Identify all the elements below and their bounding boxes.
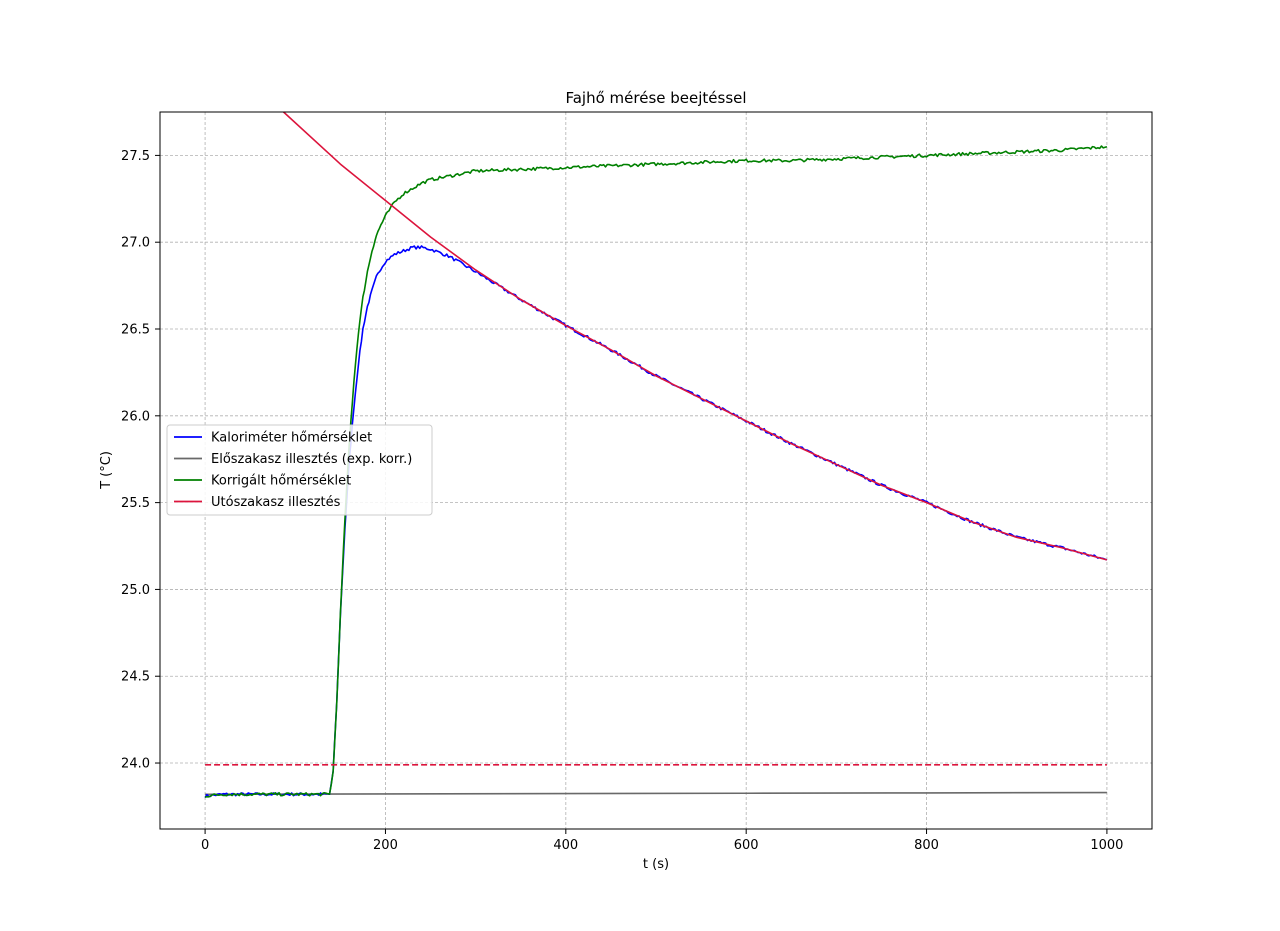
x-tick-label: 800 (914, 838, 939, 853)
legend-label: Kaloriméter hőmérséklet (211, 431, 372, 446)
legend-label: Korrigált hőmérséklet (211, 474, 351, 489)
chart-title: Fajhő mérése beejtéssel (565, 89, 746, 107)
x-tick-label: 600 (734, 838, 759, 853)
y-tick-label: 26.5 (121, 323, 150, 338)
series-line-1 (205, 793, 1107, 795)
y-tick-label: 24.5 (121, 670, 150, 685)
x-axis-ticks: 0 200 400 600 800 1000 (201, 829, 1124, 853)
legend-label: Előszakasz illesztés (exp. korr.) (211, 452, 412, 467)
y-tick-label: 25.5 (121, 496, 150, 511)
y-axis-label: T (°C) (99, 451, 114, 490)
y-tick-label: 26.0 (121, 409, 150, 424)
y-tick-label: 27.0 (121, 236, 150, 251)
x-tick-label: 0 (201, 838, 209, 853)
x-tick-label: 400 (553, 838, 578, 853)
y-tick-label: 27.5 (121, 149, 150, 164)
x-axis-label: t (s) (643, 857, 669, 872)
y-tick-label: 24.0 (121, 757, 150, 772)
x-tick-label: 1000 (1090, 838, 1123, 853)
x-tick-label: 200 (373, 838, 398, 853)
y-tick-label: 25.0 (121, 583, 150, 598)
legend: Kaloriméter hőmérséklet Előszakasz illesz… (167, 425, 432, 515)
legend-label: Utószakasz illesztés (211, 495, 341, 510)
y-axis-ticks: 24.0 24.5 25.0 25.5 26.0 26.5 27.0 27.5 (121, 149, 160, 772)
